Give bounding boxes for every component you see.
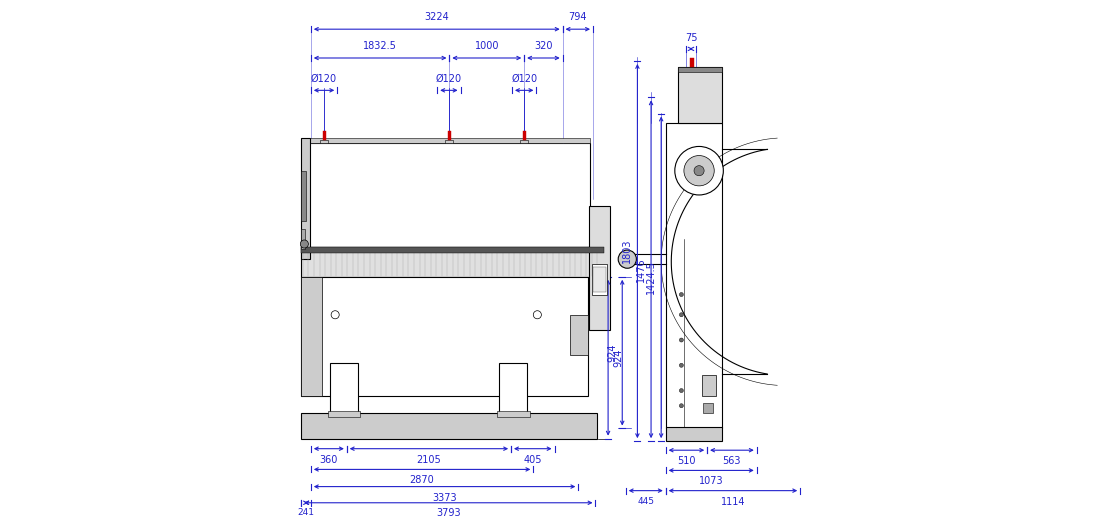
Bar [665,427,723,441]
Circle shape [675,146,724,195]
Bar [592,264,607,295]
Bar [570,315,588,355]
Circle shape [680,313,683,317]
Bar [677,67,723,122]
Bar [677,67,723,72]
Text: 794: 794 [568,12,587,22]
Bar [497,411,529,417]
Text: 241: 241 [297,508,315,517]
Text: 405: 405 [524,455,543,465]
Circle shape [680,404,683,408]
Text: 924: 924 [613,348,623,367]
Bar [499,363,527,413]
Text: 1803: 1803 [622,239,632,263]
Circle shape [301,240,308,248]
Bar [593,267,606,292]
Bar [302,247,603,253]
Circle shape [332,311,339,319]
Circle shape [684,156,714,186]
Text: 510: 510 [677,456,696,466]
Bar [302,138,311,259]
Bar [702,375,716,395]
Circle shape [680,293,683,296]
Bar [323,131,326,140]
Circle shape [680,389,683,392]
Text: 3373: 3373 [432,493,456,503]
Bar [309,138,590,143]
Bar [520,140,528,143]
Bar [327,411,360,417]
Text: 1424.5: 1424.5 [646,261,656,294]
Text: 1476: 1476 [636,257,646,282]
Text: Ø120: Ø120 [311,74,337,84]
Bar [302,277,322,395]
Bar [589,206,610,330]
Text: 2870: 2870 [410,475,434,485]
Text: Ø120: Ø120 [435,74,462,84]
Bar [302,413,597,439]
Bar [309,143,590,247]
Bar [523,131,526,140]
Text: 1000: 1000 [474,42,499,51]
Text: 3224: 3224 [424,12,449,22]
Bar [320,140,328,143]
Text: 3793: 3793 [436,508,461,518]
Text: 445: 445 [638,497,654,506]
Bar [302,229,305,249]
Bar [302,247,603,277]
Circle shape [534,311,541,319]
Bar [445,140,453,143]
Bar [703,403,713,413]
Text: Ø120: Ø120 [512,74,537,84]
Bar [330,363,358,413]
Bar [691,58,694,67]
Circle shape [680,363,683,367]
Bar [302,277,588,395]
Text: 924: 924 [607,344,618,362]
Circle shape [680,338,683,342]
Text: 320: 320 [534,42,552,51]
Text: 75: 75 [685,33,697,43]
Bar [448,131,451,140]
Text: 1073: 1073 [698,476,724,486]
Text: 360: 360 [319,455,338,465]
Bar [302,171,306,221]
Text: 2105: 2105 [417,455,441,465]
Text: 1114: 1114 [720,497,745,507]
Circle shape [618,250,636,268]
Circle shape [694,166,704,176]
Bar [665,122,723,429]
Text: 563: 563 [723,456,741,466]
Text: 1832.5: 1832.5 [364,42,397,51]
